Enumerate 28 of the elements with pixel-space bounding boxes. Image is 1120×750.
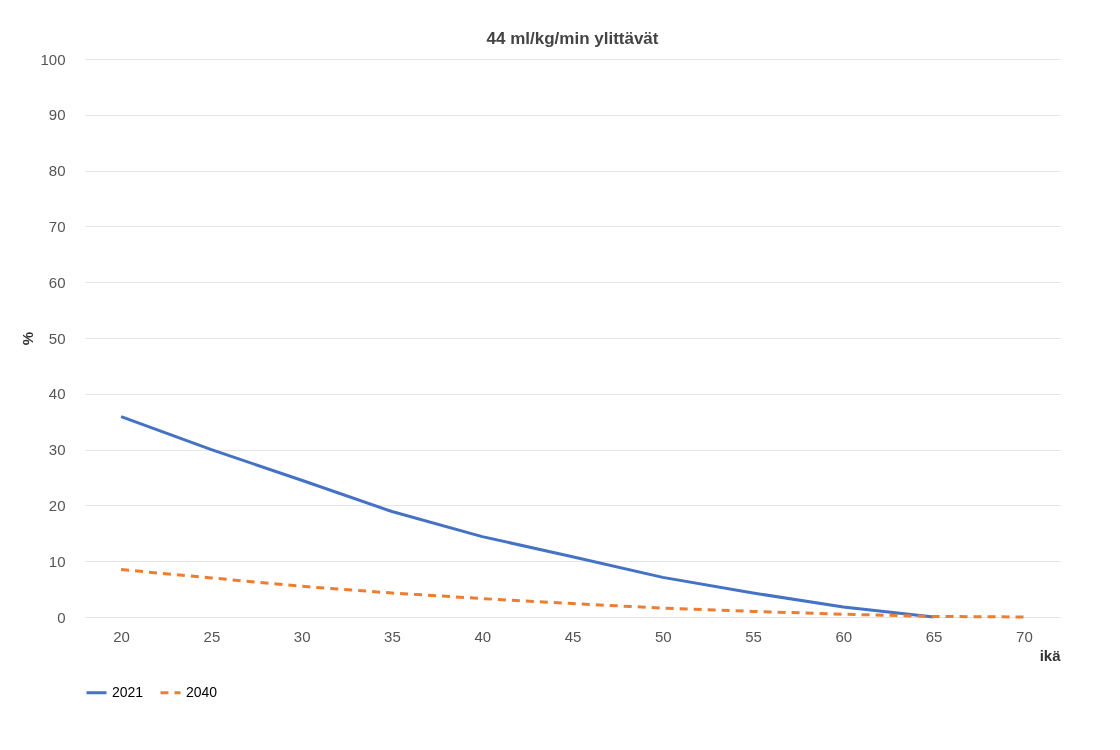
y-tick-label: 60 [48, 273, 66, 291]
x-tick-label: 25 [203, 627, 221, 645]
x-tick-label: 50 [654, 627, 672, 645]
chart-title: 44 ml/kg/min ylittävät [486, 29, 659, 48]
y-tick-label: 20 [48, 496, 66, 514]
x-tick-label: 55 [745, 627, 762, 645]
y-tick-label: 30 [48, 441, 66, 459]
y-tick-label: 50 [48, 329, 66, 347]
y-tick-label: 90 [48, 106, 66, 124]
legend-label: 2021 [112, 683, 144, 700]
y-tick-label: 0 [57, 608, 66, 626]
x-tick-label: 30 [293, 627, 311, 645]
x-tick-label: 65 [925, 627, 943, 645]
x-tick-label: 20 [113, 627, 130, 645]
x-tick-label: 60 [835, 627, 853, 645]
line-series [119, 568, 1026, 619]
y-tick-label: 40 [48, 385, 66, 403]
y-axis-title: % [19, 331, 37, 346]
legend-label: 2040 [186, 683, 218, 700]
y-tick-label: 10 [48, 552, 66, 570]
x-tick-label: 35 [384, 627, 401, 645]
x-axis-title: ikä [1039, 646, 1062, 664]
y-tick-label: 100 [40, 50, 66, 68]
x-tick-label: 40 [474, 627, 492, 645]
y-tick-label: 80 [48, 162, 66, 180]
y-tick-label: 70 [48, 217, 66, 235]
x-tick-label: 70 [1016, 627, 1033, 645]
x-tick-label: 45 [564, 627, 582, 645]
